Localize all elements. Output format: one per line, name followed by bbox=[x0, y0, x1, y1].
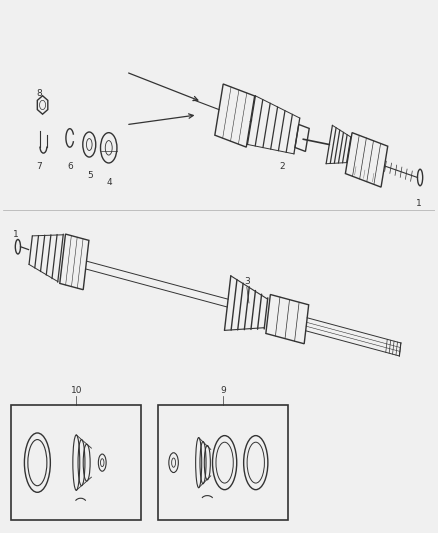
Text: 6: 6 bbox=[67, 162, 73, 171]
Text: 3: 3 bbox=[244, 277, 250, 286]
Text: 1: 1 bbox=[13, 230, 19, 239]
Text: 5: 5 bbox=[87, 171, 93, 180]
Bar bbox=[11, 405, 141, 520]
Text: 4: 4 bbox=[107, 177, 113, 187]
Text: 10: 10 bbox=[71, 386, 82, 395]
Text: 9: 9 bbox=[220, 386, 226, 395]
Text: 7: 7 bbox=[37, 162, 42, 171]
Text: 8: 8 bbox=[37, 89, 42, 98]
Bar bbox=[159, 405, 288, 520]
Text: 1: 1 bbox=[416, 199, 422, 208]
Text: 2: 2 bbox=[279, 162, 285, 171]
